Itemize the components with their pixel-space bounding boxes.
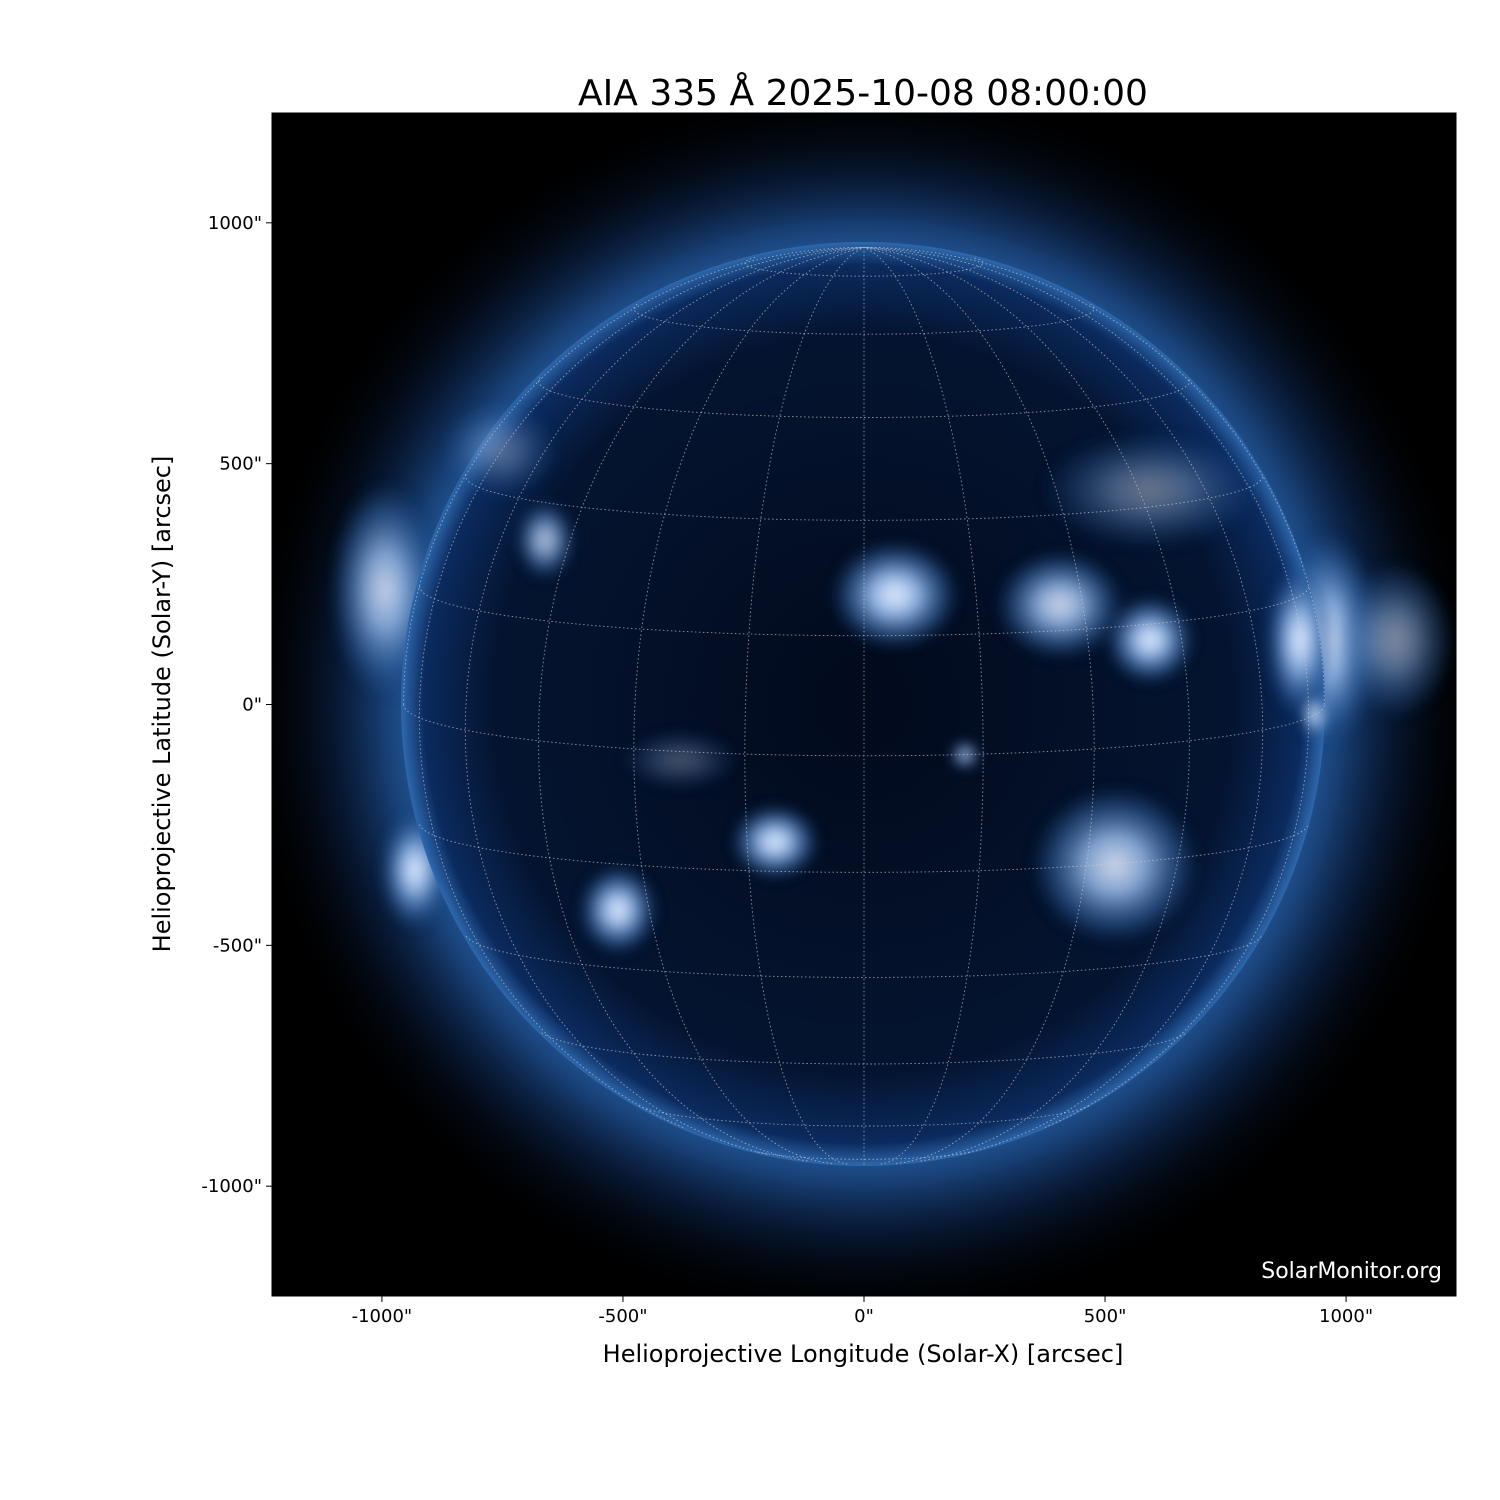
- active-region: [830, 540, 960, 650]
- corona-plume-west: [1335, 560, 1455, 720]
- longitude-line: [744, 246, 865, 1165]
- active-region: [1265, 560, 1335, 720]
- y-tick-label: 0": [242, 695, 262, 716]
- latitude-line: [744, 257, 984, 277]
- y-tick-label: 500": [219, 454, 262, 475]
- active-region: [440, 400, 560, 500]
- longitude-line: [863, 246, 1325, 705]
- longitude-line: [863, 246, 1310, 1128]
- watermark: SolarMonitor.org: [1261, 1259, 1442, 1284]
- x-tick-label: 500": [1084, 1306, 1127, 1327]
- active-region: [1105, 595, 1195, 685]
- active-region: [730, 804, 820, 880]
- x-axis-label: Helioprojective Longitude (Solar-X) [arc…: [603, 1340, 1124, 1368]
- active-region: [950, 740, 980, 770]
- chart-title: AIA 335 Å 2025-10-08 08:00:00: [578, 71, 1148, 114]
- active-region: [1030, 785, 1200, 945]
- x-tick-label: -1000": [352, 1306, 413, 1327]
- active-region: [1300, 690, 1330, 740]
- longitude-line: [863, 246, 984, 1165]
- latitude-line: [756, 1151, 972, 1160]
- active-region: [620, 730, 740, 790]
- y-axis-label: Helioprojective Latitude (Solar-Y) [arcs…: [148, 456, 176, 953]
- longitude-line: [403, 246, 865, 705]
- latitude-line: [538, 377, 1190, 418]
- latitude-line: [464, 474, 1264, 521]
- y-axis-ticks: -1000" -500" 0" 500" 1000": [201, 213, 272, 1197]
- image-area: SolarMonitor.org: [272, 113, 1456, 1296]
- x-axis-ticks: -1000" -500" 0" 500" 1000": [352, 1296, 1373, 1327]
- latitude-line: [633, 303, 1095, 335]
- latitude-line: [419, 824, 1309, 873]
- active-regions: [440, 400, 1335, 955]
- x-tick-label: -500": [598, 1306, 647, 1327]
- active-region: [515, 500, 575, 580]
- latitude-line: [638, 1105, 1090, 1127]
- x-tick-label: 1000": [1319, 1306, 1373, 1327]
- longitude-line: [418, 246, 865, 1128]
- active-region: [578, 865, 658, 955]
- y-tick-label: 1000": [208, 213, 262, 234]
- heliographic-grid: [403, 246, 1325, 1165]
- y-tick-label: -1000": [201, 1176, 262, 1197]
- x-tick-label: 0": [854, 1306, 874, 1327]
- y-tick-label: -500": [213, 935, 262, 956]
- active-region: [1040, 430, 1260, 550]
